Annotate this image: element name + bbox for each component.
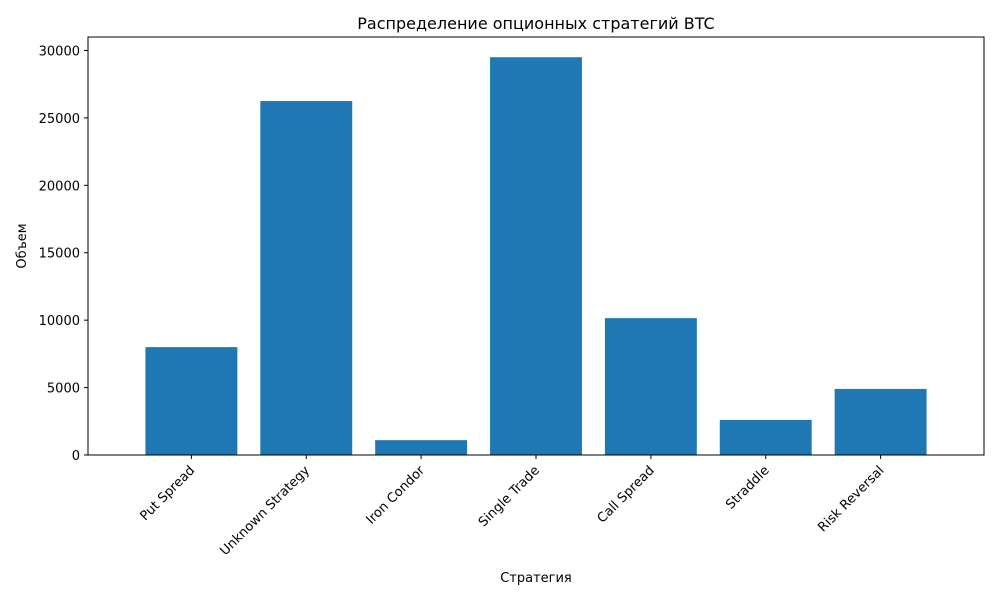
bar-single-trade [490, 57, 582, 455]
y-tick-label: 20000 [39, 179, 80, 194]
bar-call-spread [604, 318, 697, 455]
bar-straddle [719, 419, 812, 455]
y-tick-label: 5000 [47, 382, 80, 397]
bar-risk-reversal [834, 388, 927, 455]
chart-title: Распределение опционных стратегий BTC [357, 14, 714, 33]
y-tick-label: 30000 [39, 44, 80, 59]
plot-frame [87, 36, 985, 456]
bars-group [145, 57, 927, 456]
bar-put-spread [145, 347, 238, 455]
bar-iron-condor [375, 440, 468, 455]
y-tick-label: 25000 [39, 112, 80, 127]
y-tick-label: 15000 [39, 247, 80, 262]
y-axis-label: Объем [15, 223, 30, 268]
y-tick-label: 0 [72, 449, 80, 464]
x-axis-label: Стратегия [500, 571, 572, 586]
bar-unknown-strategy [260, 101, 353, 456]
y-tick-label: 10000 [39, 314, 80, 329]
y-axis-ticks: 0 5000 10000 15000 20000 25000 30000 [39, 44, 88, 464]
